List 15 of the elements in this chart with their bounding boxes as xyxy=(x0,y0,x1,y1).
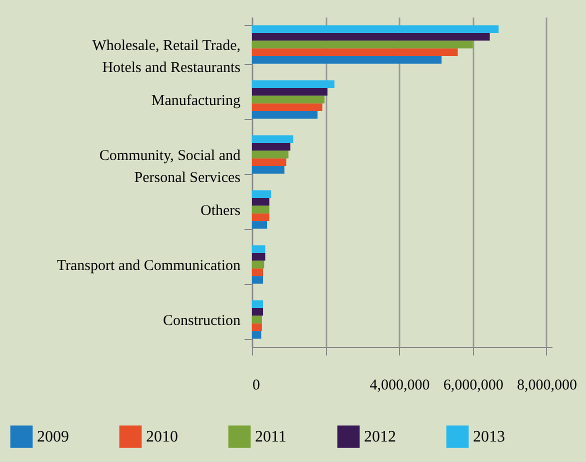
y-tick-label: Transport and Communication xyxy=(56,258,241,274)
x-tick-label: 8,000,000 xyxy=(516,378,577,394)
x-tick-label: 6,000,000 xyxy=(443,378,504,394)
legend-label: 2010 xyxy=(146,428,178,446)
y-tick-label: Manufacturing xyxy=(151,93,241,109)
legend-label: 2013 xyxy=(473,428,505,446)
x-tick-label: 0 xyxy=(252,378,260,394)
y-tick-label: Construction xyxy=(163,313,241,329)
y-tick-label: Others xyxy=(200,203,241,219)
y-tick-label: Wholesale, Retail Trade, Hotels and Restaurants xyxy=(92,38,241,76)
legend-label: 2009 xyxy=(37,428,69,446)
x-tick-label: 4,000,000 xyxy=(370,378,430,394)
y-tick-label: Community, Social and Personal Services xyxy=(99,148,241,186)
legend-label: 2012 xyxy=(364,428,396,446)
legend-label: 2011 xyxy=(255,428,286,446)
